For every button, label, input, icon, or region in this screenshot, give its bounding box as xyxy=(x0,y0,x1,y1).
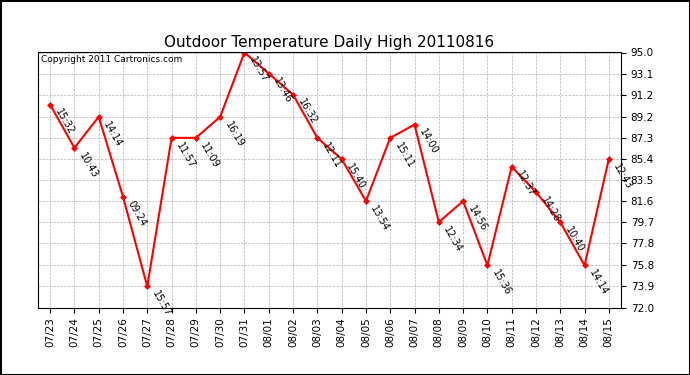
Text: 09:24: 09:24 xyxy=(126,200,148,228)
Text: 12:43: 12:43 xyxy=(611,162,634,191)
Text: 15:11: 15:11 xyxy=(393,141,415,170)
Text: 14:56: 14:56 xyxy=(466,204,489,233)
Text: 15:32: 15:32 xyxy=(53,107,75,136)
Text: 10:43: 10:43 xyxy=(77,151,99,180)
Text: 12:11: 12:11 xyxy=(320,141,343,170)
Text: 15:57: 15:57 xyxy=(150,289,172,319)
Text: 14:14: 14:14 xyxy=(587,268,610,297)
Text: 11:57: 11:57 xyxy=(175,141,197,170)
Text: 16:19: 16:19 xyxy=(223,120,246,148)
Text: 12:34: 12:34 xyxy=(442,225,464,254)
Title: Outdoor Temperature Daily High 20110816: Outdoor Temperature Daily High 20110816 xyxy=(164,35,495,50)
Text: 12:37: 12:37 xyxy=(515,170,537,199)
Text: 13:57: 13:57 xyxy=(247,55,270,84)
Text: 14:14: 14:14 xyxy=(101,120,124,148)
Text: 10:40: 10:40 xyxy=(563,225,586,254)
Text: 14:28: 14:28 xyxy=(539,195,562,224)
Text: 13:46: 13:46 xyxy=(272,76,294,105)
Text: 16:32: 16:32 xyxy=(296,98,318,126)
Text: 11:09: 11:09 xyxy=(199,141,221,170)
Text: 13:54: 13:54 xyxy=(368,204,391,233)
Text: 14:00: 14:00 xyxy=(417,128,440,156)
Text: Copyright 2011 Cartronics.com: Copyright 2011 Cartronics.com xyxy=(41,55,182,64)
Text: 15:40: 15:40 xyxy=(344,162,367,191)
Text: 15:36: 15:36 xyxy=(490,268,513,297)
